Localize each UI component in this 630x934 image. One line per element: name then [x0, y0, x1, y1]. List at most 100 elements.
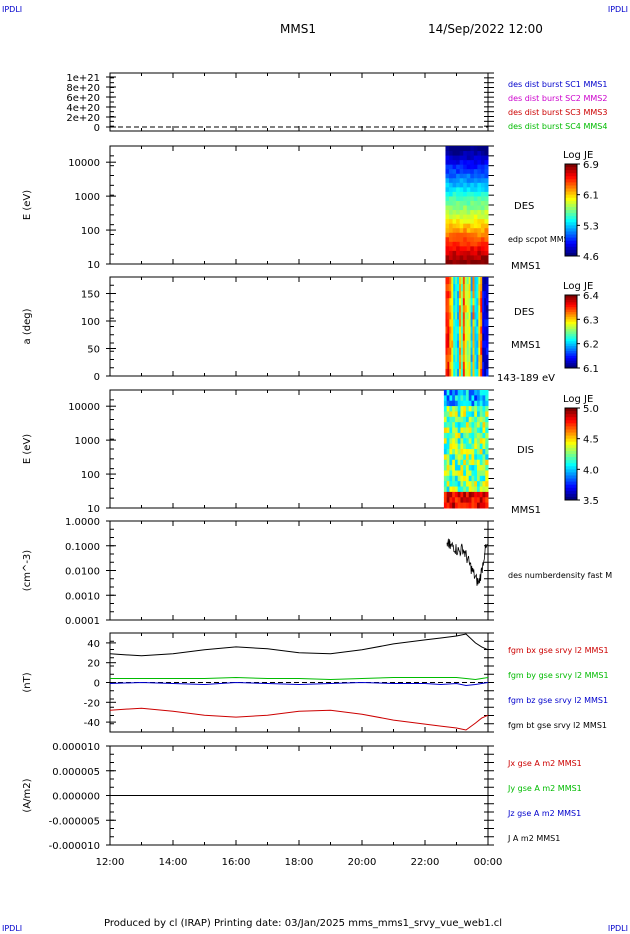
- spectrogram-cell: [479, 438, 483, 445]
- spectrogram-cell: [482, 502, 486, 509]
- spectrogram-cell: [466, 245, 471, 251]
- spectrogram-cell: [474, 454, 478, 461]
- spectrogram-cell: [470, 319, 474, 327]
- x-tick-label: 16:00: [222, 857, 251, 868]
- colorbar-segment: [565, 460, 577, 464]
- spectrogram-cell: [471, 422, 475, 429]
- spectrogram-cell: [462, 361, 466, 370]
- spectrogram-cell: [468, 411, 472, 418]
- spectrogram-cell: [470, 186, 475, 192]
- colorbar-title: Log JE: [563, 150, 593, 161]
- spectrogram-cell: [473, 236, 478, 242]
- spectrogram-cell: [479, 502, 483, 509]
- spectrogram-cell: [452, 250, 457, 256]
- spectrogram-cell: [463, 250, 468, 256]
- y-tick-label: 0.0100: [65, 567, 100, 578]
- spectrogram-cell: [485, 502, 489, 509]
- spectrogram-cell: [449, 406, 453, 412]
- spectrogram-cell: [456, 186, 461, 192]
- spectrogram-cell: [470, 223, 475, 229]
- spectrogram-cell: [480, 361, 483, 370]
- spectrogram-cell: [447, 368, 450, 377]
- spectrogram-cell: [447, 340, 450, 349]
- spectrogram-cell: [466, 223, 471, 229]
- spectrogram-cell: [474, 368, 477, 377]
- spectrogram-cell: [482, 333, 485, 342]
- spectrogram-cell: [471, 459, 475, 466]
- spectrogram-cell: [452, 200, 457, 206]
- spectrogram-cell: [460, 491, 464, 498]
- spectrogram-cell: [484, 368, 487, 377]
- spectrogram-cell: [463, 164, 468, 170]
- colorbar-segment: [565, 225, 577, 229]
- spectrogram-cell: [463, 395, 467, 402]
- spectrogram-cell: [451, 347, 454, 356]
- spectrogram-cell: [466, 361, 470, 370]
- spectrogram-cell: [465, 432, 470, 439]
- spectrogram-cell: [463, 155, 468, 161]
- spectrogram-cell: [459, 259, 464, 265]
- spectrogram-cell: [447, 326, 450, 335]
- spectrogram-cell: [447, 305, 450, 313]
- spectrogram-cell: [446, 443, 450, 450]
- spectrogram-cell: [486, 333, 489, 342]
- spectrogram-cell: [446, 395, 450, 402]
- colorbar-segment: [565, 194, 577, 199]
- spectrogram-cell: [459, 326, 462, 335]
- spectrogram-cell: [460, 502, 464, 509]
- spectrogram-cell: [452, 497, 456, 504]
- spectrogram-cell: [474, 347, 477, 356]
- colorbar-segment: [565, 348, 577, 352]
- spectrogram-cell: [454, 459, 459, 466]
- spectrogram-cell: [459, 205, 464, 211]
- spectrogram-cell: [449, 449, 453, 455]
- spectrogram-cell: [443, 390, 448, 396]
- spectrogram-cell: [473, 214, 478, 220]
- spectrogram-cell: [445, 214, 450, 220]
- spectrogram-cell: [449, 491, 453, 498]
- spectrogram-cell: [459, 200, 464, 206]
- spectrogram-cell: [445, 227, 450, 233]
- spectrogram-cell: [465, 406, 470, 412]
- colorbar-segment: [565, 213, 577, 217]
- spectrogram-cell: [482, 361, 485, 370]
- colorbar-segment: [565, 331, 577, 335]
- spectrogram-cell: [459, 354, 462, 363]
- spectrogram-cell: [482, 354, 485, 363]
- spectrogram-cell: [459, 191, 464, 197]
- spectrogram-cell: [449, 232, 454, 238]
- spectrogram-cell: [463, 236, 468, 242]
- spectrogram-cell: [479, 475, 483, 482]
- spectrogram-cell: [449, 259, 454, 265]
- spectrogram-cell: [471, 411, 475, 418]
- spectrogram-cell: [468, 481, 472, 488]
- spectrogram-cell: [456, 236, 461, 242]
- spectrogram-cell: [454, 395, 459, 402]
- spectrogram-cell: [465, 416, 470, 423]
- spectrogram-cell: [480, 347, 483, 356]
- spectrogram-cell: [466, 182, 471, 188]
- spectrogram-cell: [474, 416, 478, 423]
- legend-entry: fgm bx gse srvy l2 MMS1: [508, 646, 609, 655]
- spectrogram-cell: [468, 400, 472, 407]
- spectrogram-cell: [479, 443, 483, 450]
- spectrogram-cell: [474, 470, 478, 477]
- y-tick-label: 1e+21: [66, 73, 100, 84]
- spectrogram-cell: [459, 146, 464, 152]
- spectrogram-cell: [456, 150, 461, 156]
- spectrogram-cell: [484, 277, 487, 285]
- corner-label-bottom-right: IPDLI: [607, 924, 628, 933]
- spectrogram-cell: [457, 438, 461, 445]
- spectrogram-cell: [452, 459, 456, 466]
- spectrogram-cell: [476, 454, 481, 461]
- spectrogram-cell: [470, 245, 475, 251]
- spectrogram-cell: [468, 361, 472, 370]
- spectrogram-cell: [443, 454, 448, 461]
- spectrogram-cell: [484, 173, 489, 179]
- spectrogram-cell: [466, 277, 470, 285]
- spectrogram-cell: [484, 182, 489, 188]
- spectrogram-cell: [463, 227, 468, 233]
- spectrogram-cell: [443, 459, 448, 466]
- spectrogram-cell: [464, 298, 468, 306]
